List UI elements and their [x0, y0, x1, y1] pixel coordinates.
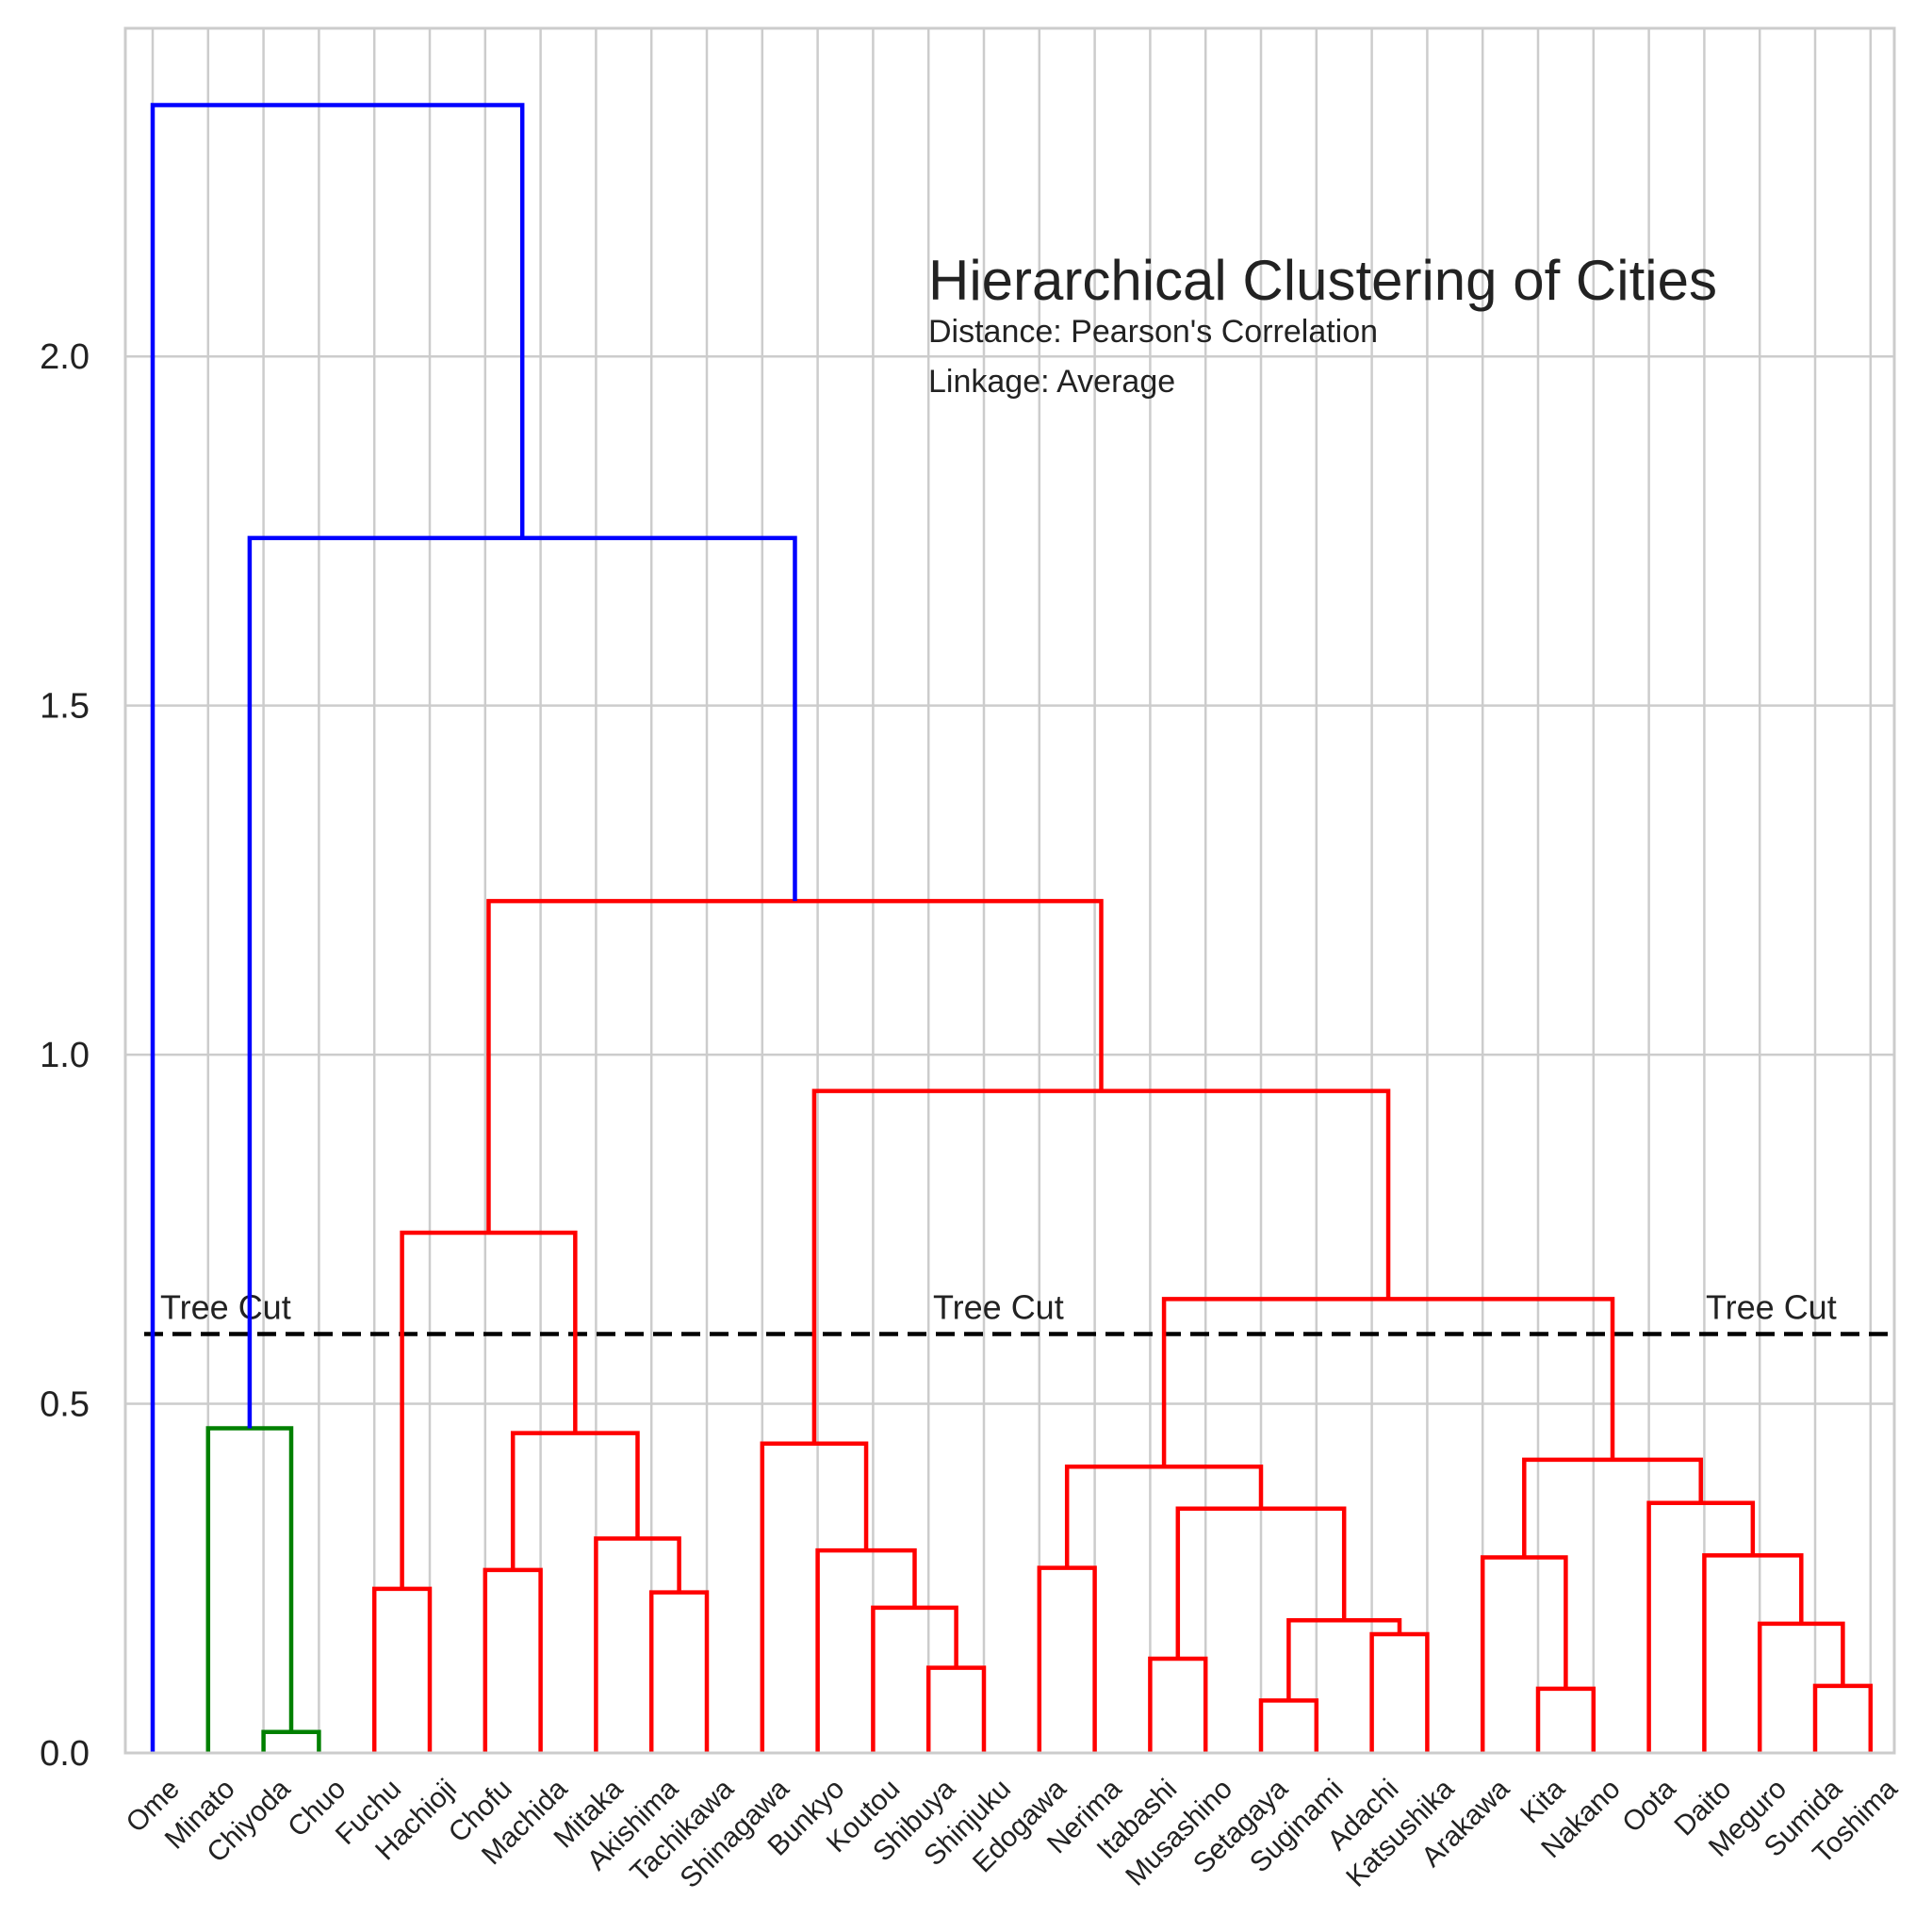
dendrogram-link	[760, 1441, 869, 1753]
dendrogram-link	[1812, 1683, 1874, 1753]
dendrogram-link	[1646, 1500, 1756, 1753]
dendrogram-link	[1161, 1297, 1615, 1467]
dendrogram-link	[247, 535, 797, 1429]
dendrogram-link	[1369, 1631, 1430, 1753]
dendrogram-link	[871, 1605, 958, 1753]
tree-cut-label: Tree Cut	[933, 1287, 1064, 1326]
dendrogram-link	[1148, 1656, 1208, 1753]
tree-cut-label: Tree Cut	[160, 1287, 291, 1326]
dendrogram-link	[400, 1230, 578, 1589]
dendrogram-link	[648, 1590, 710, 1753]
y-tick-label: 0.5	[40, 1385, 90, 1425]
dendrogram-link	[1175, 1506, 1347, 1659]
y-tick-label: 0.0	[40, 1734, 90, 1774]
x-tick-label: Oota	[1616, 1773, 1682, 1839]
dendrogram-link	[483, 1567, 543, 1753]
dendrogram-link	[1064, 1464, 1264, 1568]
chart-subtitle-linkage: Linkage: Average	[928, 364, 1175, 400]
dendrogram-link	[1535, 1686, 1596, 1753]
dendrogram-link	[510, 1431, 640, 1570]
dendrogram-link	[811, 1089, 1391, 1444]
dendrogram-link	[925, 1665, 987, 1753]
dendrogram-link	[1258, 1698, 1319, 1753]
chart-title: Hierarchical Clustering of Cities	[928, 249, 1717, 312]
plot-frame	[123, 26, 1896, 1755]
tree-cut-line: Tree Cut Tree Cut Tree Cut	[144, 1287, 1894, 1336]
y-tick-label: 2.0	[40, 337, 90, 377]
dendrogram-link	[205, 1426, 294, 1753]
dendrogram-link	[815, 1547, 917, 1753]
dendrogram-link	[261, 1729, 321, 1753]
dendrogram-link	[1702, 1553, 1804, 1753]
tree-cut-label: Tree Cut	[1706, 1287, 1837, 1326]
chart-subtitle-distance: Distance: Pearson's Correlation	[928, 314, 1378, 350]
dendrogram-link	[150, 103, 525, 1753]
dendrogram-link	[594, 1536, 681, 1753]
x-axis-leaf-labels: OmeMinatoChiyodaChuoFuchuHachiojiChofuMa…	[121, 1773, 1904, 1894]
dendrogram-link	[1480, 1555, 1568, 1753]
y-tick-label: 1.0	[40, 1036, 90, 1075]
dendrogram-link	[1522, 1457, 1703, 1558]
grid-lines	[125, 28, 1894, 1755]
dendrogram-links	[150, 103, 1874, 1753]
y-axis-tick-labels: 0.0 0.5 1.0 1.5 2.0	[40, 337, 90, 1774]
dendrogram-link	[1757, 1621, 1845, 1753]
dendrogram-link	[371, 1586, 433, 1753]
y-tick-label: 1.5	[40, 687, 90, 727]
dendrogram-link	[486, 898, 1104, 1234]
dendrogram-link	[1037, 1565, 1097, 1753]
